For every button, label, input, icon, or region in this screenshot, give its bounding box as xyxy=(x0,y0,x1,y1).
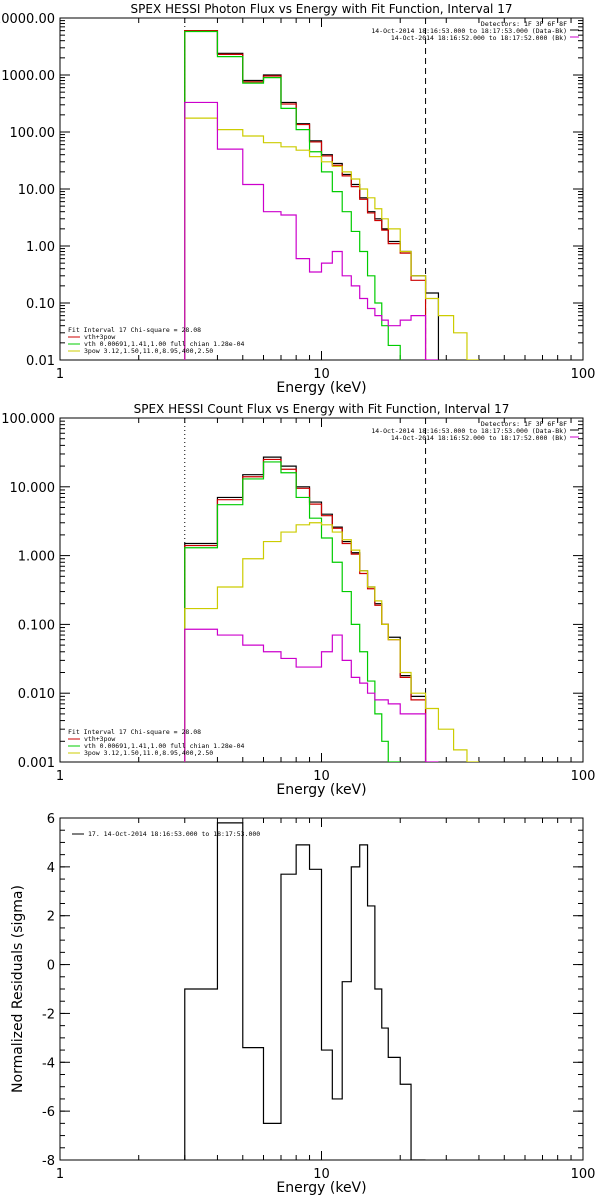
x-tick-label: 100 xyxy=(571,769,596,784)
data-layer xyxy=(184,822,426,1160)
x-axis-label: Energy (keV) xyxy=(276,380,366,396)
legend-entry: 3pow 3.12,1.50,11.0,8.95,400,2.50 xyxy=(84,749,213,757)
series-line-5 xyxy=(184,628,439,762)
y-tick-label: 0.001 xyxy=(18,756,55,771)
data-layer xyxy=(184,418,479,762)
x-tick-label: 1 xyxy=(56,1167,64,1182)
y-tick-label: -4 xyxy=(42,1056,55,1071)
y-tick-label: 1.00 xyxy=(26,240,55,255)
legend-entry: 3pow 3.12,1.50,11.0,8.95,400,2.50 xyxy=(84,347,213,355)
series-line-3 xyxy=(184,461,401,762)
y-tick-label: 0.100 xyxy=(18,618,55,633)
x-tick-label: 10 xyxy=(313,367,330,382)
legend-entry: vth+3pow xyxy=(84,735,115,743)
x-tick-label: 10 xyxy=(313,769,330,784)
data-layer xyxy=(184,18,479,360)
chart-2: SPEX HESSI Count Flux vs Energy with Fit… xyxy=(1,402,595,798)
series-line-1 xyxy=(184,456,427,762)
y-tick-label: -6 xyxy=(42,1105,55,1120)
y-tick-label: 10.000 xyxy=(10,481,56,496)
y-tick-label: 4 xyxy=(47,861,55,876)
x-axis-label: Energy (keV) xyxy=(276,782,366,798)
plot-frame xyxy=(59,17,584,361)
y-tick-label: 1.000 xyxy=(18,550,55,565)
series-line-2 xyxy=(184,30,427,360)
info-line: Detectors: 1F 3F 6F 8F xyxy=(481,420,567,428)
x-axis-label: Energy (keV) xyxy=(276,1180,366,1196)
legend-entry: Fit Interval 17 Chi-square = 28.08 xyxy=(68,326,201,334)
y-tick-label: -8 xyxy=(42,1154,55,1169)
y-tick-label: 100.000 xyxy=(1,412,55,427)
chart-title: SPEX HESSI Count Flux vs Energy with Fit… xyxy=(134,402,510,416)
info-line: 14-Oct-2014 18:16:52.000 to 18:17:52.000… xyxy=(391,434,567,442)
info-line: 14-Oct-2014 18:16:53.000 to 18:17:53.000… xyxy=(371,27,567,35)
y-tick-label: 0.010 xyxy=(18,687,55,702)
y-tick-label: 0.10 xyxy=(26,297,55,312)
legend-entry: vth 0.00691,1.41,1.00 full chian 1.28e-0… xyxy=(84,742,245,750)
series-line-5 xyxy=(184,101,439,360)
y-tick-label: 10000.00 xyxy=(0,12,55,27)
y-tick-label: 0 xyxy=(47,959,55,974)
legend-entry: vth 0.00691,1.41,1.00 full chian 1.28e-0… xyxy=(84,340,245,348)
info-line: Detectors: 1F 3F 6F 8F xyxy=(481,20,567,28)
chart-title: SPEX HESSI Photon Flux vs Energy with Fi… xyxy=(131,2,513,16)
series-line-1 xyxy=(184,822,426,1160)
series-line-4 xyxy=(184,117,479,360)
x-tick-label: 1 xyxy=(56,769,64,784)
y-tick-label: 10.00 xyxy=(18,183,55,198)
chart-3: 1 10 100 Energy (keV) -8 -6 -4 -2 0 2 4 6 Normalized… xyxy=(10,812,595,1196)
x-tick-label: 1 xyxy=(56,367,64,382)
y-tick-label: 2 xyxy=(47,910,55,925)
x-tick-label: 10 xyxy=(313,1167,330,1182)
y-axis-label: Normalized Residuals (sigma) xyxy=(10,885,26,1093)
y-tick-label: 0.01 xyxy=(26,354,55,369)
x-tick-label: 100 xyxy=(571,367,596,382)
legend-entry: vth+3pow xyxy=(84,333,115,341)
series-line-4 xyxy=(184,522,479,762)
series-line-1 xyxy=(184,30,440,360)
x-tick-label: 100 xyxy=(571,1167,596,1182)
plot-frame xyxy=(59,417,584,763)
legend-entry: Fit Interval 17 Chi-square = 28.08 xyxy=(68,728,201,736)
info-line: 14-Oct-2014 18:16:52.000 to 18:17:52.000… xyxy=(391,34,567,42)
y-tick-label: -2 xyxy=(42,1007,55,1022)
info-line: 14-Oct-2014 18:16:53.000 to 18:17:53.000… xyxy=(371,427,567,435)
chart-1: SPEX HESSI Photon Flux vs Energy with Fi… xyxy=(0,2,595,396)
series-line-3 xyxy=(184,30,401,360)
y-tick-label: 100.00 xyxy=(10,126,56,141)
y-tick-label: 6 xyxy=(47,812,55,827)
legend-entry: 17. 14-Oct-2014 18:16:53.000 to 18:17:53… xyxy=(88,830,260,838)
y-tick-label: 1000.00 xyxy=(1,69,55,84)
